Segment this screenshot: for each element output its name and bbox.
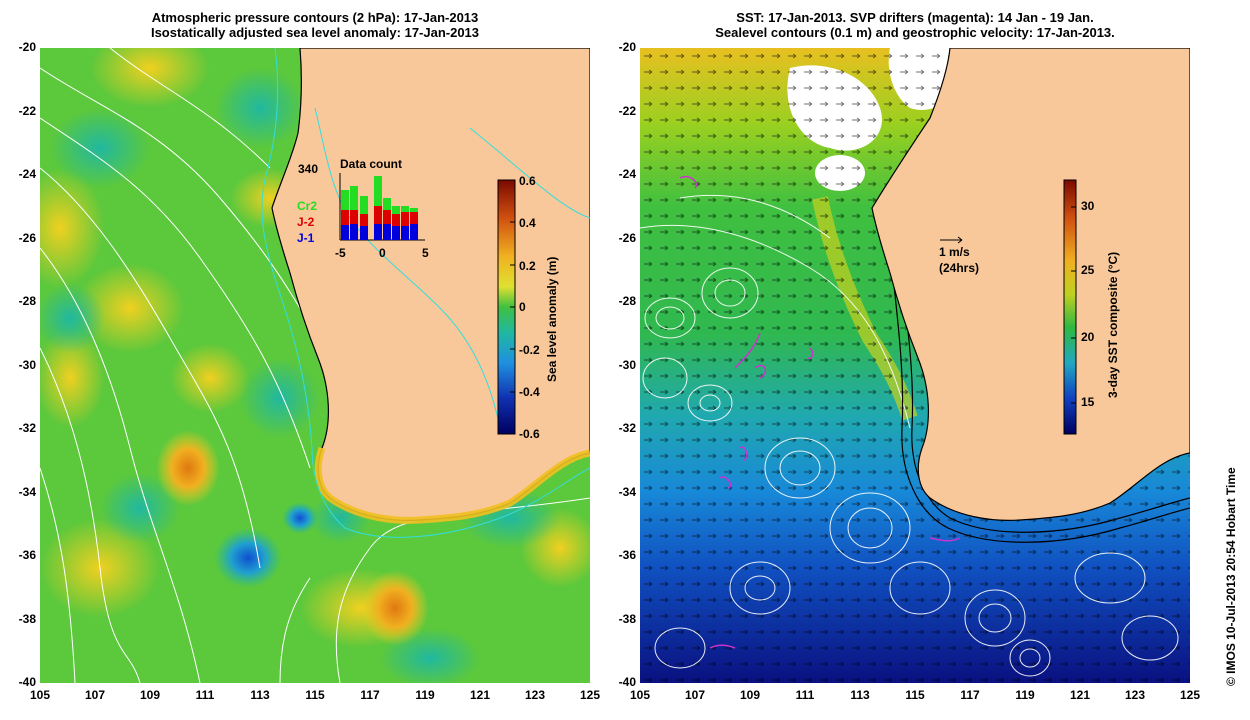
right-lat-tick-label: -30 bbox=[618, 357, 636, 372]
coastal-anomaly-band bbox=[314, 446, 590, 524]
sea-level-tick-2: 0.2 bbox=[519, 259, 536, 273]
sea-level-tick-6: -0.6 bbox=[519, 427, 540, 441]
left-lon-tick-label: 113 bbox=[250, 688, 270, 702]
sst-svg bbox=[640, 48, 1190, 683]
right-lon-tick-label: 119 bbox=[1015, 688, 1035, 702]
left-lon-tick-label: 117 bbox=[360, 688, 380, 702]
right-lat-tick-label: -22 bbox=[618, 103, 636, 118]
left-lon-tick-label: 105 bbox=[29, 688, 51, 702]
imos-credit: © IMOS 10-Jul-2013 20:54 Hobart Time bbox=[1224, 467, 1238, 686]
inset-series-j2: J-2 bbox=[297, 215, 315, 229]
right-lon-tick-label: 107 bbox=[684, 688, 706, 702]
left-title-line1: Atmospheric pressure contours (2 hPa): 1… bbox=[151, 10, 479, 25]
right-lon-tick-label: 117 bbox=[960, 688, 980, 702]
left-lat-tick-label: -24 bbox=[18, 167, 36, 181]
left-lat-tick-label: -34 bbox=[18, 484, 36, 499]
sea-level-contours bbox=[640, 194, 1179, 677]
inset-series-cr2: Cr2 bbox=[297, 199, 318, 213]
sst-colorbar bbox=[1063, 179, 1077, 435]
inset-xtick-5: 5 bbox=[422, 246, 429, 260]
sea-level-colorbar-ticks bbox=[510, 179, 515, 435]
inset-xtick-neg5: -5 bbox=[335, 246, 346, 260]
sea-level-colorbar-label: Sea level anomaly (m) bbox=[545, 256, 559, 382]
australia-landmass-right bbox=[871, 48, 1190, 521]
right-title-line2: Sealevel contours (0.1 m) and geostrophi… bbox=[715, 25, 1115, 40]
inset-bars bbox=[341, 176, 418, 240]
right-lat-tick-label: -26 bbox=[618, 230, 636, 245]
left-lat-tick-label: -22 bbox=[18, 103, 36, 118]
sea-level-anomaly-svg bbox=[40, 48, 590, 683]
left-lat-tick-label: -32 bbox=[18, 421, 36, 435]
left-panel-title: Atmospheric pressure contours (2 hPa): 1… bbox=[40, 10, 590, 40]
right-lon-tick-label: 111 bbox=[795, 688, 815, 702]
right-lon-tick-label: 115 bbox=[905, 688, 925, 702]
sea-level-tick-4: -0.2 bbox=[519, 343, 540, 357]
sea-level-anomaly-map bbox=[40, 48, 590, 683]
left-lon-tick-label: 107 bbox=[84, 688, 106, 702]
left-lat-tick-label: -30 bbox=[18, 357, 36, 372]
left-lon-tick-label: 115 bbox=[305, 688, 325, 702]
left-lon-tick-label: 121 bbox=[469, 688, 491, 702]
right-lat-tick-label: -34 bbox=[618, 484, 636, 499]
left-lon-tick-label: 123 bbox=[524, 688, 546, 702]
left-title-line2: Isostatically adjusted sea level anomaly… bbox=[150, 25, 480, 40]
right-lat-tick-label: -36 bbox=[618, 548, 636, 562]
inset-title: Data count bbox=[340, 157, 403, 171]
right-lon-tick-label: 113 bbox=[850, 688, 870, 702]
sea-level-tick-3: 0 bbox=[519, 300, 526, 314]
right-lon-tick-label: 105 bbox=[629, 688, 651, 702]
right-lat-tick-label: -24 bbox=[618, 167, 636, 181]
left-lon-tick-label: 111 bbox=[195, 688, 215, 702]
leeuwin-current bbox=[889, 247, 1190, 543]
right-lat-tick-label: -32 bbox=[618, 421, 636, 435]
left-lat-tick-label: -26 bbox=[18, 230, 36, 245]
inset-xtick-0: 0 bbox=[379, 246, 386, 260]
sea-level-tick-5: -0.4 bbox=[519, 385, 540, 399]
right-title-line1: SST: 17-Jan-2013. SVP drifters (magenta)… bbox=[736, 10, 1094, 25]
right-lon-tick-label: 121 bbox=[1069, 688, 1091, 702]
inset-series-j1: J-1 bbox=[297, 231, 315, 245]
sst-tick-30: 30 bbox=[1081, 199, 1095, 213]
left-lat-tick-label: -36 bbox=[18, 548, 36, 562]
data-count-inset bbox=[339, 173, 425, 241]
sea-level-tick-1: 0.4 bbox=[519, 216, 536, 230]
left-lon-tick-label: 109 bbox=[139, 688, 161, 702]
right-lat-tick-label: -20 bbox=[618, 40, 636, 54]
sst-tick-20: 20 bbox=[1081, 330, 1095, 344]
sst-colorbar-label: 3-day SST composite (°C) bbox=[1106, 251, 1120, 398]
isobath-lines bbox=[261, 48, 590, 538]
right-lon-tick-label: 123 bbox=[1124, 688, 1146, 702]
right-lat-tick-label: -40 bbox=[618, 675, 636, 689]
sst-colorbar-ticks bbox=[1071, 206, 1076, 404]
right-lat-tick-label: -38 bbox=[618, 611, 636, 626]
left-lat-tick-label: -20 bbox=[18, 40, 36, 54]
left-lat-tick-label: -40 bbox=[18, 675, 36, 689]
velocity-scale-sublabel: (24hrs) bbox=[939, 261, 980, 275]
left-lat-tick-label: -28 bbox=[18, 294, 36, 308]
sea-level-tick-0: 0.6 bbox=[519, 174, 536, 188]
right-lon-tick-label: 125 bbox=[1179, 688, 1201, 702]
left-lon-tick-label: 119 bbox=[415, 688, 435, 702]
sst-tick-25: 25 bbox=[1081, 263, 1095, 277]
sst-map bbox=[640, 48, 1190, 683]
right-panel-title: SST: 17-Jan-2013. SVP drifters (magenta)… bbox=[640, 10, 1190, 40]
velocity-scale-label: 1 m/s bbox=[939, 245, 970, 259]
anomaly-blobs bbox=[40, 48, 590, 683]
inset-count-label: 340 bbox=[298, 162, 319, 176]
sst-tick-15: 15 bbox=[1081, 395, 1095, 409]
right-lon-tick-label: 109 bbox=[739, 688, 761, 702]
left-lat-tick-label: -38 bbox=[18, 611, 36, 626]
right-lat-tick-label: -28 bbox=[618, 294, 636, 308]
left-lon-tick-label: 125 bbox=[579, 688, 601, 702]
svp-drifter-tracks bbox=[679, 176, 961, 649]
velocity-scale-arrow bbox=[940, 236, 963, 244]
